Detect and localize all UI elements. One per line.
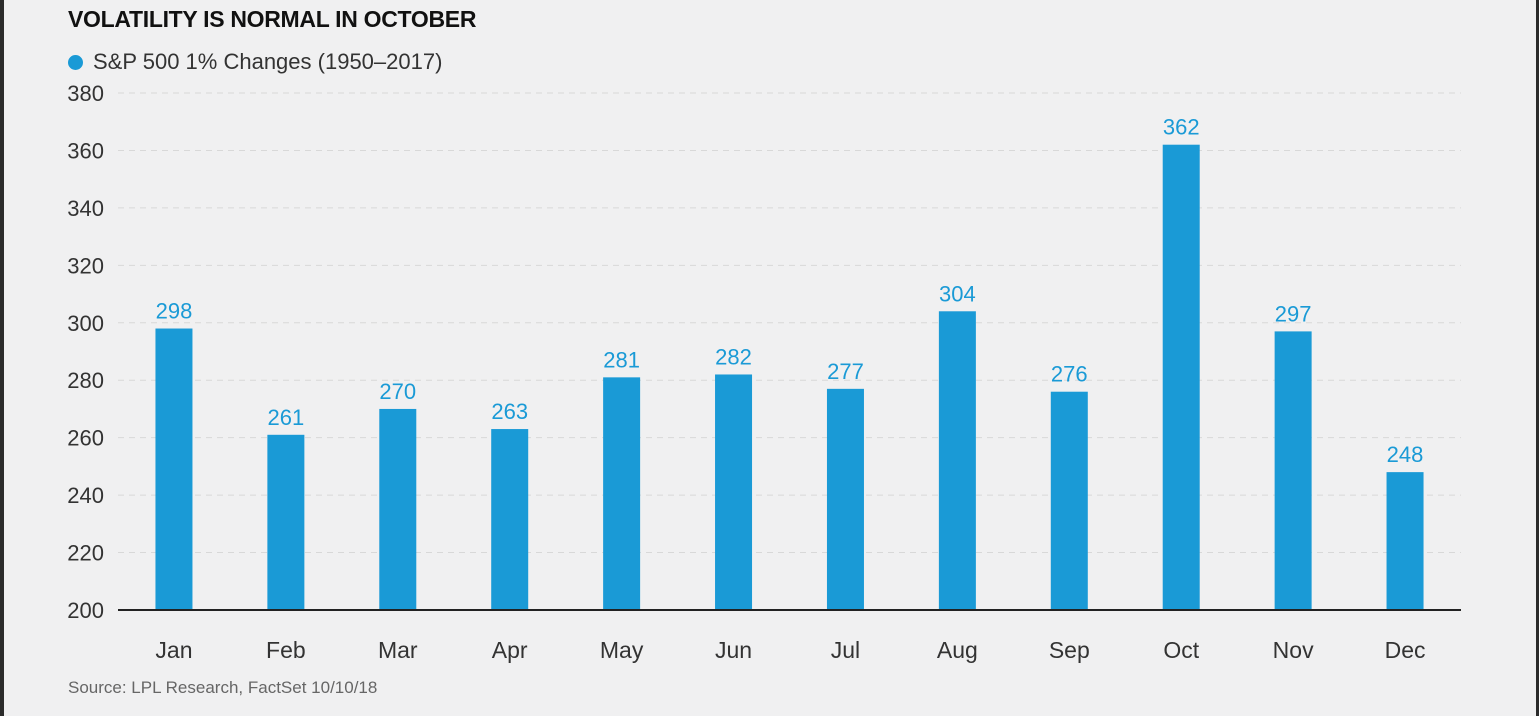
data-label: 277 xyxy=(827,359,864,384)
gridlines xyxy=(118,92,1461,554)
y-tick-label: 200 xyxy=(67,598,104,623)
x-tick-label: Mar xyxy=(378,637,418,663)
bar-jul xyxy=(826,388,864,610)
y-tick-label: 380 xyxy=(67,81,104,106)
bar-sep xyxy=(1050,391,1088,610)
data-labels: 298 261 270 263 281 282 277 304 276 362 297 248 xyxy=(156,115,1424,467)
data-label: 276 xyxy=(1051,362,1088,387)
x-tick-label: Dec xyxy=(1385,637,1426,663)
data-label: 297 xyxy=(1275,301,1312,326)
x-tick-label: Feb xyxy=(266,637,306,663)
x-tick-label: Jun xyxy=(715,637,752,663)
chart-title: VOLATILITY IS NORMAL IN OCTOBER xyxy=(68,6,477,32)
y-tick-label: 320 xyxy=(67,253,104,278)
bar-aug xyxy=(938,311,976,610)
x-tick-label: May xyxy=(600,637,644,663)
x-tick-label: Nov xyxy=(1273,637,1314,663)
y-tick-label: 360 xyxy=(67,138,104,163)
data-label: 270 xyxy=(379,379,416,404)
bar-apr xyxy=(491,429,529,610)
data-label: 282 xyxy=(715,344,752,369)
x-tick-label: Oct xyxy=(1163,637,1199,663)
source-note: Source: LPL Research, FactSet 10/10/18 xyxy=(68,678,378,697)
bar-mar xyxy=(379,408,417,610)
y-tick-label: 260 xyxy=(67,426,104,451)
window-frame-right xyxy=(1536,0,1539,716)
y-axis-ticks: 200 220 240 260 280 300 320 340 360 380 xyxy=(67,81,104,623)
x-tick-label: Jul xyxy=(831,637,860,663)
bar-jun xyxy=(715,374,753,610)
bar-may xyxy=(603,377,641,610)
data-label: 261 xyxy=(268,405,305,430)
y-tick-label: 220 xyxy=(67,541,104,566)
bars xyxy=(155,144,1424,610)
data-label: 263 xyxy=(491,399,528,424)
x-tick-label: Sep xyxy=(1049,637,1090,663)
data-label: 362 xyxy=(1163,115,1200,140)
bar-dec xyxy=(1386,472,1424,610)
y-tick-label: 240 xyxy=(67,483,104,508)
x-tick-label: Apr xyxy=(492,637,528,663)
y-tick-label: 340 xyxy=(67,196,104,221)
bar-nov xyxy=(1274,331,1312,610)
data-label: 304 xyxy=(939,281,976,306)
data-label: 248 xyxy=(1387,442,1424,467)
data-label: 281 xyxy=(603,347,640,372)
y-tick-label: 300 xyxy=(67,311,104,336)
x-tick-label: Jan xyxy=(155,637,192,663)
bar-oct xyxy=(1162,144,1200,610)
x-axis-ticks: Jan Feb Mar Apr May Jun Jul Aug Sep Oct Nov Dec xyxy=(155,637,1425,663)
legend-marker xyxy=(68,54,83,70)
x-tick-label: Aug xyxy=(937,637,978,663)
bar-feb xyxy=(267,434,305,610)
legend-label: S&P 500 1% Changes (1950–2017) xyxy=(93,49,443,74)
y-tick-label: 280 xyxy=(67,368,104,393)
window-frame-left xyxy=(0,0,4,716)
data-label: 298 xyxy=(156,299,193,324)
legend: S&P 500 1% Changes (1950–2017) xyxy=(68,48,442,76)
bar-jan xyxy=(155,328,193,610)
